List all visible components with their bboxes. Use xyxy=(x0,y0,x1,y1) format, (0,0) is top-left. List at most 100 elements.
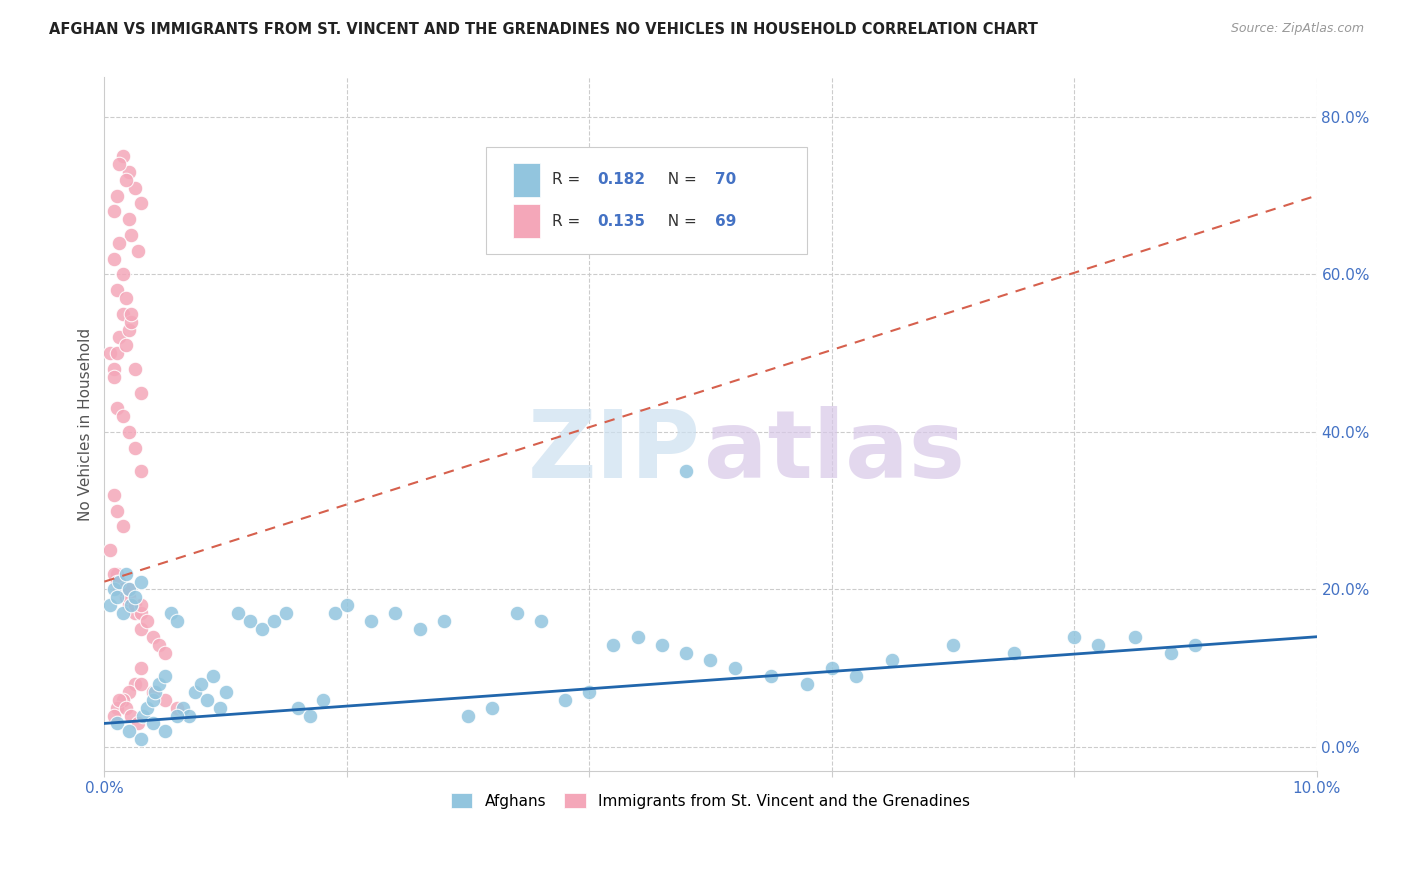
Text: ZIP: ZIP xyxy=(527,406,700,498)
Point xyxy=(115,566,138,581)
Point xyxy=(160,606,183,620)
Point xyxy=(433,614,456,628)
Point xyxy=(103,204,125,219)
Point xyxy=(179,708,201,723)
Point xyxy=(103,708,125,723)
Point xyxy=(675,646,697,660)
Point xyxy=(942,638,965,652)
Legend: Afghans, Immigrants from St. Vincent and the Grenadines: Afghans, Immigrants from St. Vincent and… xyxy=(444,788,976,815)
Point xyxy=(651,638,673,652)
Point xyxy=(115,291,138,305)
Point xyxy=(554,693,576,707)
FancyBboxPatch shape xyxy=(513,204,540,238)
Point xyxy=(124,591,146,605)
Point xyxy=(103,488,125,502)
Point xyxy=(142,693,165,707)
Point xyxy=(115,591,138,605)
Point xyxy=(239,614,262,628)
Point xyxy=(111,409,134,424)
Text: N =: N = xyxy=(658,213,702,228)
Point xyxy=(129,385,152,400)
Point xyxy=(214,685,236,699)
Point xyxy=(129,622,152,636)
Point xyxy=(105,283,128,297)
Point xyxy=(143,685,166,699)
Point xyxy=(299,708,322,723)
Point xyxy=(184,685,207,699)
Point xyxy=(129,464,152,478)
Point xyxy=(845,669,868,683)
Point xyxy=(166,708,188,723)
Point xyxy=(208,700,231,714)
Point xyxy=(108,574,131,589)
Point xyxy=(166,614,188,628)
Point xyxy=(148,677,170,691)
Point xyxy=(103,566,125,581)
Point xyxy=(105,700,128,714)
Point xyxy=(129,732,152,747)
Point xyxy=(111,268,134,282)
Point xyxy=(882,653,904,667)
Point xyxy=(190,677,212,691)
Point xyxy=(124,677,146,691)
Point xyxy=(111,693,134,707)
Point xyxy=(323,606,346,620)
Point xyxy=(117,599,139,613)
Point xyxy=(250,622,273,636)
Point xyxy=(627,630,650,644)
Text: 0.182: 0.182 xyxy=(598,172,645,187)
Point xyxy=(129,599,152,613)
Point xyxy=(115,700,138,714)
Point xyxy=(103,362,125,376)
Point xyxy=(117,582,139,597)
Point xyxy=(108,157,131,171)
Text: 69: 69 xyxy=(716,213,737,228)
Point xyxy=(724,661,747,675)
Point xyxy=(172,700,194,714)
Text: N =: N = xyxy=(658,172,702,187)
Point xyxy=(129,677,152,691)
Point xyxy=(120,315,142,329)
Point xyxy=(105,566,128,581)
Point xyxy=(276,606,298,620)
Text: AFGHAN VS IMMIGRANTS FROM ST. VINCENT AND THE GRENADINES NO VEHICLES IN HOUSEHOL: AFGHAN VS IMMIGRANTS FROM ST. VINCENT AN… xyxy=(49,22,1038,37)
Point xyxy=(142,630,165,644)
Point xyxy=(105,188,128,202)
Point xyxy=(142,685,165,699)
Point xyxy=(108,582,131,597)
Point xyxy=(1123,630,1146,644)
Point xyxy=(578,685,600,699)
Point xyxy=(120,307,142,321)
Point xyxy=(1063,630,1085,644)
Point xyxy=(111,606,134,620)
Point xyxy=(111,307,134,321)
Point xyxy=(100,599,122,613)
Point xyxy=(129,196,152,211)
Point xyxy=(1087,638,1109,652)
FancyBboxPatch shape xyxy=(486,147,807,254)
Point xyxy=(360,614,382,628)
Point xyxy=(1002,646,1025,660)
Point xyxy=(142,716,165,731)
Point xyxy=(117,165,139,179)
Point xyxy=(148,638,170,652)
Point xyxy=(675,464,697,478)
Point xyxy=(117,322,139,336)
Y-axis label: No Vehicles in Household: No Vehicles in Household xyxy=(79,327,93,521)
Point xyxy=(135,700,157,714)
Point xyxy=(117,591,139,605)
Point xyxy=(153,693,176,707)
Point xyxy=(202,669,225,683)
Point xyxy=(311,693,333,707)
Point xyxy=(1184,638,1206,652)
Point xyxy=(115,338,138,352)
Point xyxy=(100,543,122,558)
Point xyxy=(108,235,131,250)
Point xyxy=(103,582,125,597)
Point xyxy=(105,504,128,518)
Point xyxy=(132,708,155,723)
Point xyxy=(1160,646,1182,660)
Point xyxy=(108,693,131,707)
Point xyxy=(103,369,125,384)
Point xyxy=(124,441,146,455)
